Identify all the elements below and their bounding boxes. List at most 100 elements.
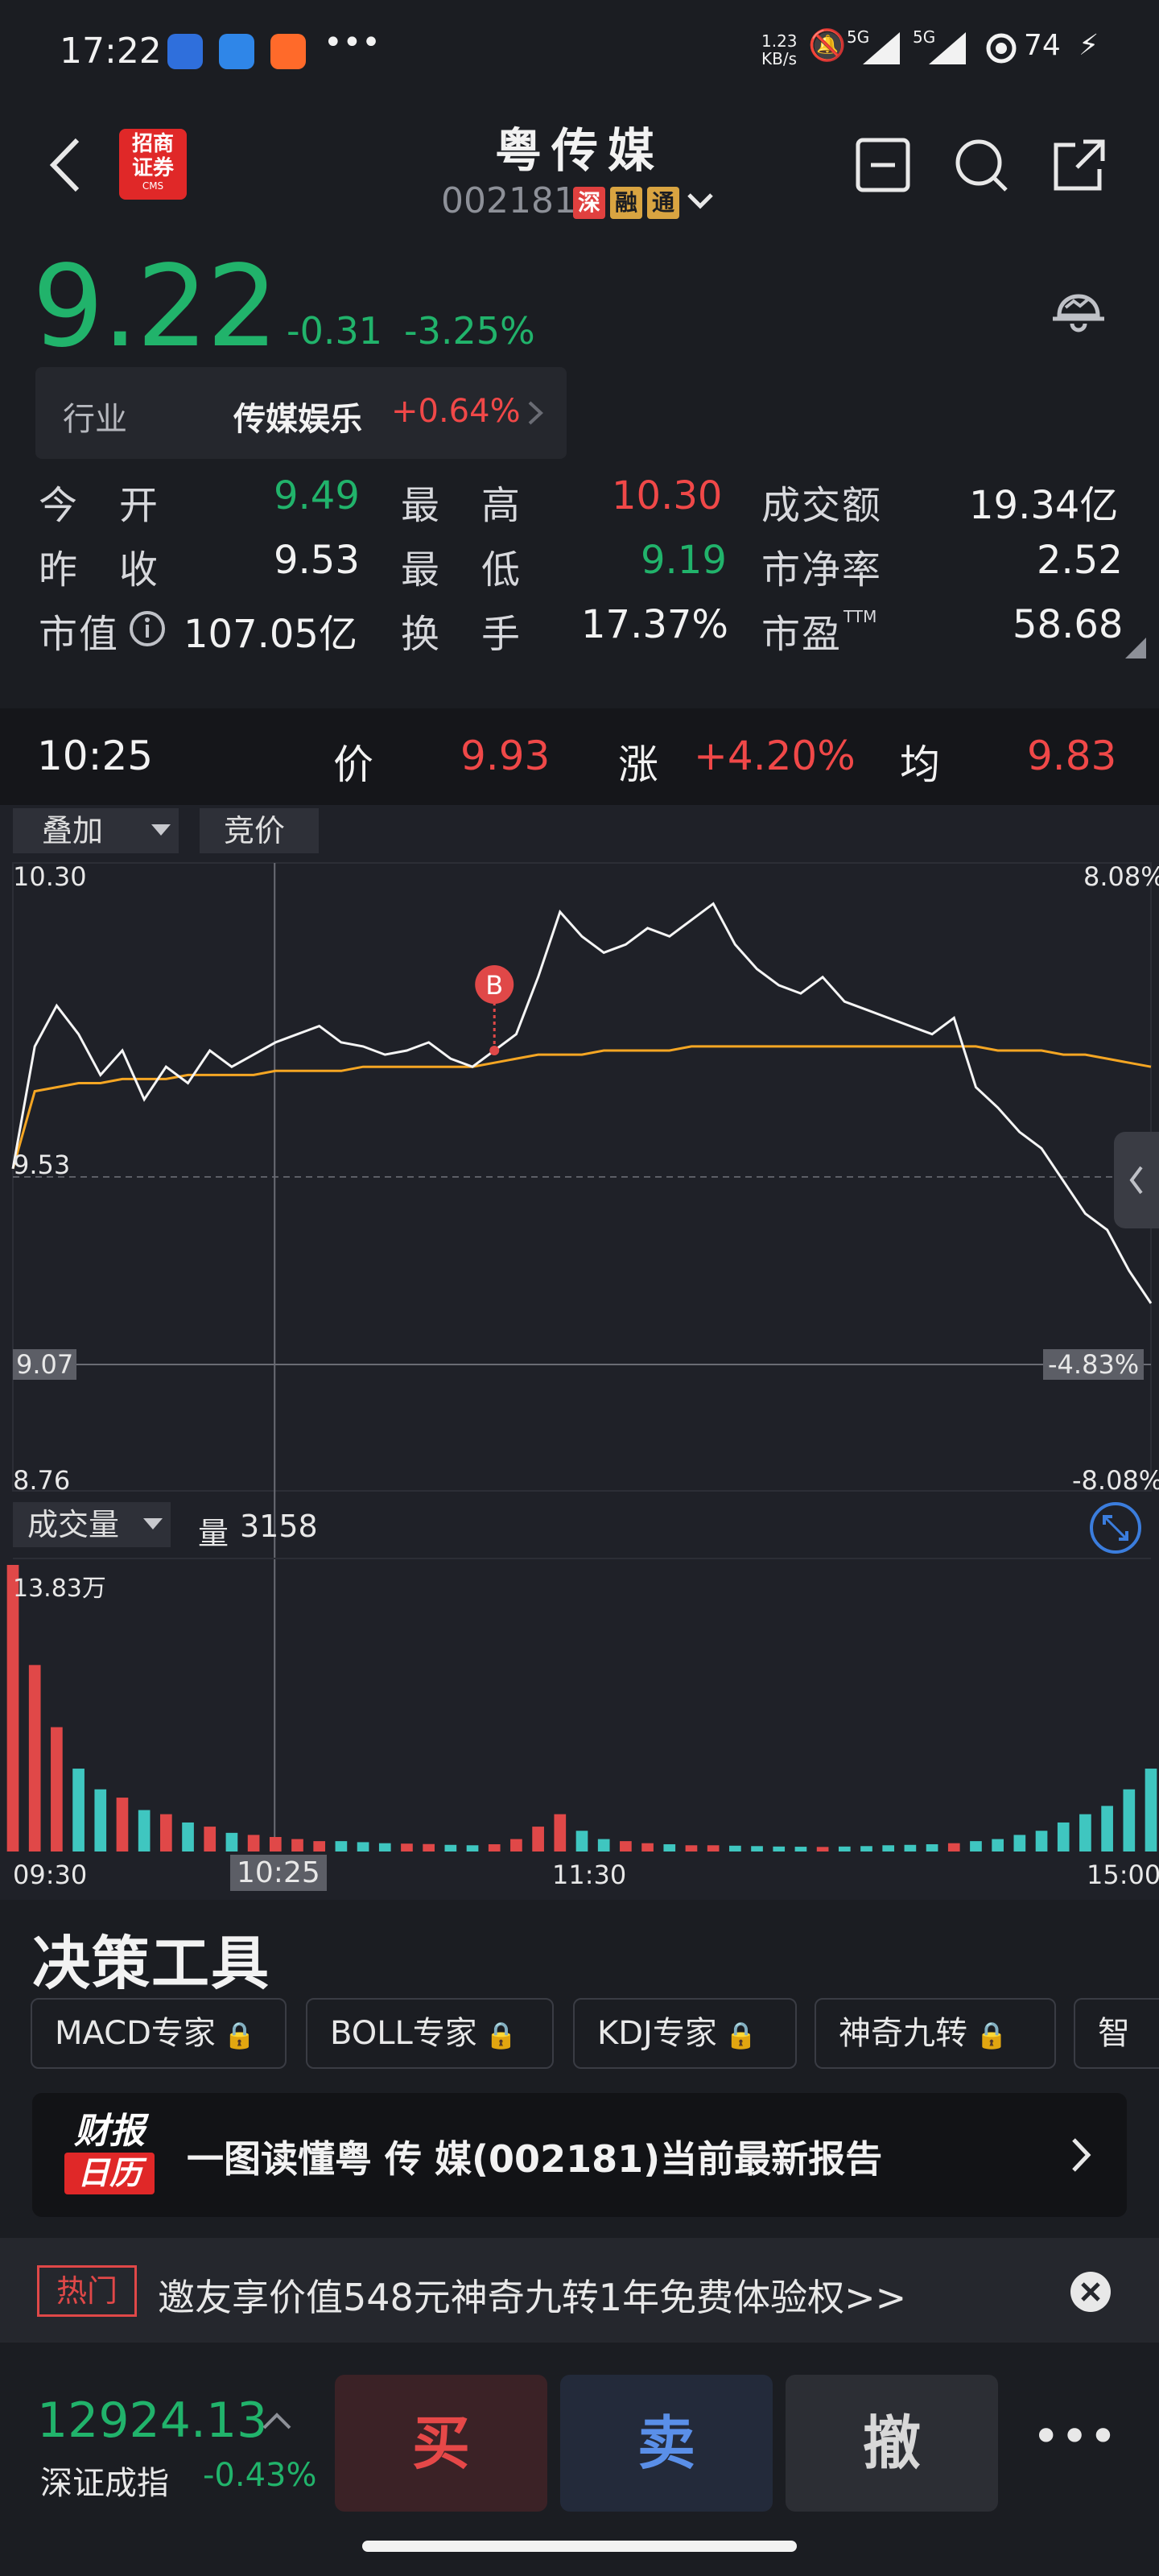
volume-bar (620, 1841, 632, 1852)
avg-price-line (11, 1045, 1152, 1170)
chevron-down-icon[interactable] (686, 190, 715, 213)
volume-bar (554, 1814, 567, 1852)
chevron-up-icon[interactable] (261, 2412, 293, 2431)
tool-label: KDJ专家 (597, 2015, 717, 2052)
caret-down-icon (143, 1518, 163, 1530)
volume-bar (773, 1846, 786, 1852)
tool-kdj[interactable]: KDJ专家 🔒 (573, 1998, 797, 2069)
volume-menu-label: 成交量 (27, 1507, 120, 1542)
index-value[interactable]: 12924.13 (37, 2392, 268, 2449)
time-tick: 11:30 (552, 1860, 627, 1890)
auction-toggle[interactable]: 竞价 (200, 808, 319, 853)
mute-icon: 🔕 (808, 27, 847, 63)
volume-bar (378, 1843, 391, 1852)
volume-bar (1057, 1822, 1070, 1852)
sell-button[interactable]: 卖 (560, 2375, 773, 2512)
volume-bar (423, 1843, 435, 1852)
expand-corner-icon[interactable] (1125, 638, 1146, 658)
cursor-rise: +4.20% (694, 733, 856, 779)
side-drawer-handle[interactable] (1114, 1132, 1159, 1228)
promo-text: 邀友享价值548元神奇九转1年免费体验权>> (158, 2276, 907, 2319)
volume-bar (685, 1845, 698, 1852)
search-icon[interactable] (953, 137, 1009, 193)
volume-bar (1101, 1806, 1113, 1852)
volume-bar (357, 1842, 369, 1852)
volume-bar (729, 1845, 741, 1852)
volume-bar (1035, 1831, 1048, 1852)
volume-bar (838, 1846, 851, 1852)
overlay-dropdown[interactable]: 叠加 (13, 808, 179, 853)
volume-bar (1123, 1789, 1136, 1852)
stat-label: 市盈 (761, 612, 843, 657)
pct-low-label: -8.08% (1072, 1465, 1159, 1496)
margin-tag: 融 (610, 187, 642, 219)
stock-code: 002181 (441, 180, 576, 221)
industry-card[interactable]: 行业 传媒娱乐 +0.64% (35, 367, 567, 459)
tool-td9[interactable]: 神奇九转 🔒 (815, 1998, 1056, 2069)
tool-smart[interactable]: 智能 (1074, 1998, 1159, 2069)
price-change: -0.31 (287, 309, 383, 353)
lock-icon: 🔒 (975, 2020, 1008, 2050)
notification-app-icon (270, 34, 306, 69)
promo-banner[interactable]: 热门 邀友享价值548元神奇九转1年免费体验权>> (0, 2238, 1159, 2343)
chart-canvas[interactable]: B (0, 857, 1159, 1900)
buy-marker-badge (475, 964, 514, 1004)
notification-app-icon (167, 34, 203, 69)
volume-bar (926, 1843, 938, 1852)
price-alert-bell-icon[interactable] (1048, 274, 1109, 335)
cancel-order-button[interactable]: 撤 (786, 2375, 998, 2512)
cursor-avg-label: 均 (900, 741, 940, 788)
volume-max-label: 13.83万 (13, 1575, 106, 1603)
volume-bar (751, 1846, 763, 1852)
volume-bar (225, 1832, 238, 1852)
volume-bar (313, 1841, 326, 1852)
stat-turnover-rate: 17.37% (581, 602, 729, 647)
buy-button[interactable]: 买 (335, 2375, 547, 2512)
signal-icon (863, 32, 900, 64)
tool-macd[interactable]: MACD专家 🔒 (31, 1998, 287, 2069)
volume-bar (860, 1846, 872, 1852)
intraday-chart-panel[interactable]: 叠加 竞价 B 10.30 8.08% 9.53 9.07 -4.83% 8.7… (0, 805, 1159, 1900)
stat-label: 成交额 (761, 483, 883, 528)
volume-bar (1145, 1769, 1157, 1852)
current-price: 9.22 (32, 242, 278, 373)
back-arrow-icon[interactable] (45, 137, 85, 193)
volume-indicator-dropdown[interactable]: 成交量 (13, 1502, 171, 1547)
price-low-label: 8.76 (13, 1465, 71, 1496)
home-indicator[interactable] (362, 2541, 797, 2552)
trade-bar: 12924.13 深证成指 -0.43% 买 卖 撤 ••• (0, 2355, 1159, 2576)
volume-bar (970, 1841, 982, 1852)
lock-icon: 🔒 (485, 2020, 518, 2050)
volume-bar (794, 1847, 807, 1852)
net-speed: 1.23 KB/s (761, 31, 798, 68)
pe-suffix: TTM (843, 607, 877, 626)
watchlist-remove-icon[interactable] (855, 137, 911, 193)
index-change: -0.43% (203, 2457, 317, 2494)
stat-turnover: 19.34亿 (969, 483, 1119, 528)
stats-grid: 今 开 9.49 最 高 10.30 成交额 19.34亿 昨 收 9.53 最… (0, 473, 1159, 675)
volume-bar (247, 1835, 260, 1852)
fullscreen-icon[interactable] (1088, 1501, 1143, 1555)
share-icon[interactable] (1051, 137, 1107, 193)
volume-bar (816, 1847, 829, 1852)
report-text: 一图读懂粤 传 媒(002181)当前最新报告 (187, 2137, 883, 2181)
volume-bar (466, 1845, 479, 1852)
time-tick: 09:30 (13, 1860, 88, 1890)
hot-badge: 热门 (37, 2265, 137, 2317)
volume-label: 量 (198, 1516, 229, 1551)
volume-bar (94, 1789, 107, 1852)
charging-icon: ⚡ (1079, 29, 1099, 62)
stat-label: 换 手 (401, 612, 522, 657)
info-icon[interactable] (129, 610, 166, 647)
volume-bar (51, 1727, 63, 1852)
more-icon[interactable]: ••• (1032, 2409, 1118, 2465)
time-tick: 15:00 (1087, 1860, 1159, 1890)
volume-bar (575, 1831, 588, 1852)
close-icon[interactable] (1069, 2270, 1112, 2314)
report-banner[interactable]: 财报 日历 一图读懂粤 传 媒(002181)当前最新报告 (32, 2093, 1127, 2217)
chevron-right-icon (1072, 2138, 1091, 2172)
volume-bar (204, 1827, 217, 1852)
notification-app-icon (219, 34, 254, 69)
volume-bar (707, 1845, 720, 1852)
tool-boll[interactable]: BOLL专家 🔒 (306, 1998, 554, 2069)
